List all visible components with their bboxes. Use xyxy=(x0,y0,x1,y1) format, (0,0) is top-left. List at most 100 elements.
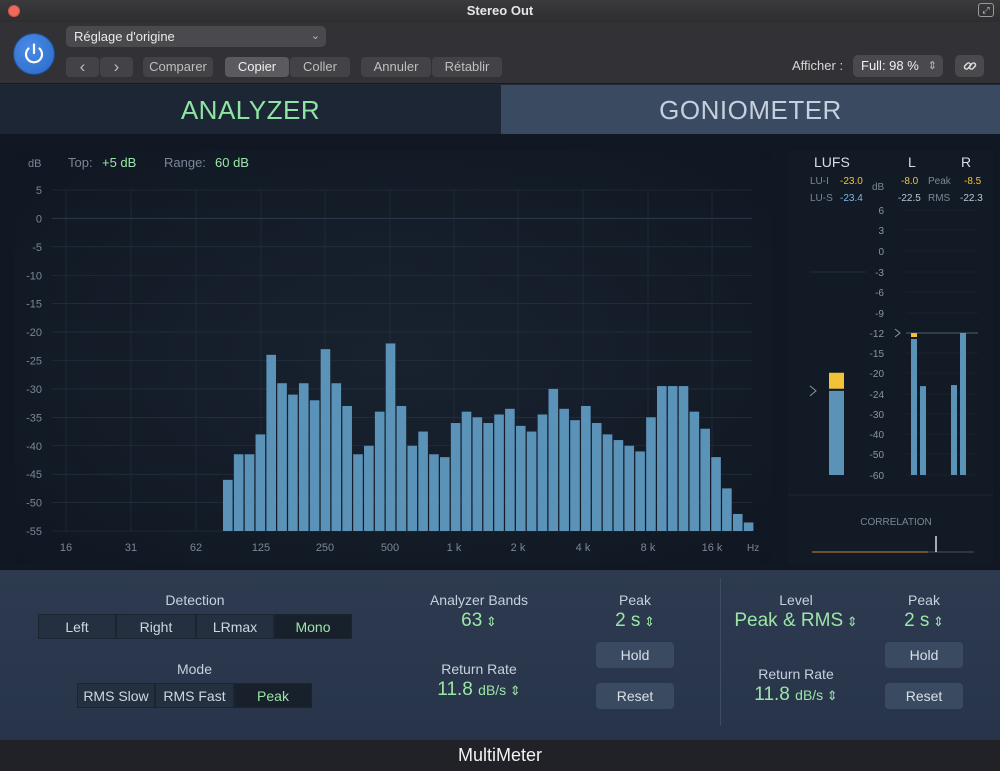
level-label: Level xyxy=(779,592,813,608)
meter-scale-label: -20 xyxy=(870,369,885,380)
r-title: R xyxy=(961,154,971,170)
close-window-button[interactable] xyxy=(8,5,20,17)
level-return-rate-label: Return Rate xyxy=(758,666,834,682)
spectrum-bar xyxy=(331,383,342,531)
detection-right-button[interactable]: Right xyxy=(116,614,196,639)
meter-display: dB Top: +5 dB Range: 60 dB 5 0 -5 -10 -15 -20 -25 -3… xyxy=(0,134,1000,570)
top-label: Top: xyxy=(68,155,93,170)
meter-scale-label: 3 xyxy=(878,226,884,237)
zoom-select[interactable]: Full: 98 % ⇕ xyxy=(853,55,943,77)
x-tick-label: 4 k xyxy=(576,542,591,554)
y-tick-label: -10 xyxy=(26,270,42,282)
chevron-right-icon: › xyxy=(113,57,120,76)
preset-dropdown[interactable]: Réglage d'origine ⌄ xyxy=(66,26,326,47)
preset-label: Réglage d'origine xyxy=(74,29,175,44)
correlation-label: CORRELATION xyxy=(860,517,932,528)
spectrum-bar xyxy=(602,434,613,531)
level-meters-panel: LUFS L R LU-I -23.0 LU-S -23.4 -8.0 Peak -8.5 -22.… xyxy=(788,150,993,564)
spectrum-bar xyxy=(548,388,559,531)
up-down-icon: ⇕ xyxy=(927,60,937,72)
level-stepper[interactable]: Peak & RMS ⇕ xyxy=(734,610,858,631)
analyzer-bands-stepper[interactable]: 63 ⇕ xyxy=(461,610,497,631)
tab-goniometer[interactable]: GONIOMETER xyxy=(501,85,1000,134)
redo-button[interactable]: Rétablir xyxy=(432,57,502,77)
analyzer-bands-label: Analyzer Bands xyxy=(429,592,529,608)
spectrum-bar xyxy=(309,400,320,531)
spectrum-bar xyxy=(255,434,266,531)
detection-mono-button[interactable]: Mono xyxy=(274,614,352,639)
level-reset-button[interactable]: Reset xyxy=(885,683,963,709)
analyzer-bands-value: 63 xyxy=(461,610,483,631)
spectrum-bar xyxy=(244,454,255,531)
meter-scale-label: -6 xyxy=(875,288,884,299)
copy-button[interactable]: Copier xyxy=(225,57,289,77)
x-tick-label: 500 xyxy=(381,542,399,554)
peak-value: 2 s xyxy=(615,610,641,631)
y-tick-label: -30 xyxy=(26,384,42,396)
paste-button[interactable]: Coller xyxy=(290,57,350,77)
power-button[interactable] xyxy=(14,34,54,74)
spectrum-bar xyxy=(505,408,515,531)
spectrum-bar xyxy=(678,386,689,531)
y-tick-label: -45 xyxy=(26,469,42,481)
spectrum-bar xyxy=(233,454,244,531)
l-peak-bar xyxy=(911,339,917,475)
level-peak-stepper[interactable]: 2 s ⇕ xyxy=(904,610,944,631)
view-label: Afficher : xyxy=(792,58,844,73)
return-rate-label: Return Rate xyxy=(441,661,517,677)
spectrum-bar xyxy=(396,405,407,531)
spectrum-bar xyxy=(288,394,298,531)
compare-button[interactable]: Comparer xyxy=(143,57,213,77)
peak-stepper[interactable]: 2 s ⇕ xyxy=(615,610,655,631)
meter-scale-label: -40 xyxy=(870,430,885,441)
spectrum-bar xyxy=(266,354,276,531)
previous-preset-button[interactable]: ‹ xyxy=(66,57,99,77)
detection-left-button[interactable]: Left xyxy=(38,614,116,639)
y-tick-label: -15 xyxy=(26,299,42,311)
spectrum-bar xyxy=(537,414,548,531)
range-value: 60 dB xyxy=(215,155,249,170)
undo-button[interactable]: Annuler xyxy=(361,57,431,77)
mode-peak-button[interactable]: Peak xyxy=(234,683,312,708)
x-tick-label: 250 xyxy=(316,542,334,554)
level-return-rate-value: 11.8 xyxy=(754,684,790,705)
hold-button[interactable]: Hold xyxy=(596,642,674,668)
peak-row-label: Peak xyxy=(928,176,952,187)
next-preset-button[interactable]: › xyxy=(100,57,133,77)
l-rms-bar xyxy=(920,386,926,475)
meter-scale-label: 0 xyxy=(878,247,884,258)
top-value: +5 dB xyxy=(102,155,136,170)
return-rate-stepper[interactable]: 11.8 dB/s ⇕ xyxy=(437,679,521,700)
spectrum-bar xyxy=(613,440,624,531)
level-hold-button[interactable]: Hold xyxy=(885,642,963,668)
meter-scale-label: 6 xyxy=(878,206,884,217)
x-tick-label: 8 k xyxy=(641,542,656,554)
fullscreen-icon[interactable]: ⤢ xyxy=(978,3,994,17)
r-peak-value: -8.5 xyxy=(964,176,982,187)
spectrum-bar xyxy=(667,386,678,531)
y-tick-label: -55 xyxy=(26,526,42,538)
spectrum-bar xyxy=(635,451,645,531)
meter-scale-label: -50 xyxy=(870,450,885,461)
detection-lrmax-button[interactable]: LRmax xyxy=(196,614,274,639)
link-button[interactable] xyxy=(955,55,984,77)
detection-label: Detection xyxy=(165,592,225,608)
rms-row-label: RMS xyxy=(928,193,951,204)
meter-scale-label: -3 xyxy=(875,268,884,279)
tab-analyzer[interactable]: ANALYZER xyxy=(0,85,501,134)
x-tick-label: 16 xyxy=(60,542,72,554)
mode-rms-fast-button[interactable]: RMS Fast xyxy=(155,683,234,708)
spectrum-bar xyxy=(732,513,743,531)
x-tick-label: 2 k xyxy=(511,542,526,554)
spectrum-bar xyxy=(711,457,721,531)
spectrum-bar xyxy=(624,445,635,531)
reset-button[interactable]: Reset xyxy=(596,683,674,709)
spectrum-bar xyxy=(429,454,439,531)
range-label: Range: xyxy=(164,155,206,170)
spectrum-bar xyxy=(461,411,472,531)
mode-rms-slow-button[interactable]: RMS Slow xyxy=(77,683,155,708)
spectrum-bar xyxy=(494,414,504,531)
level-return-rate-stepper[interactable]: 11.8 dB/s ⇕ xyxy=(754,684,838,705)
y-tick-label: 0 xyxy=(36,213,42,225)
